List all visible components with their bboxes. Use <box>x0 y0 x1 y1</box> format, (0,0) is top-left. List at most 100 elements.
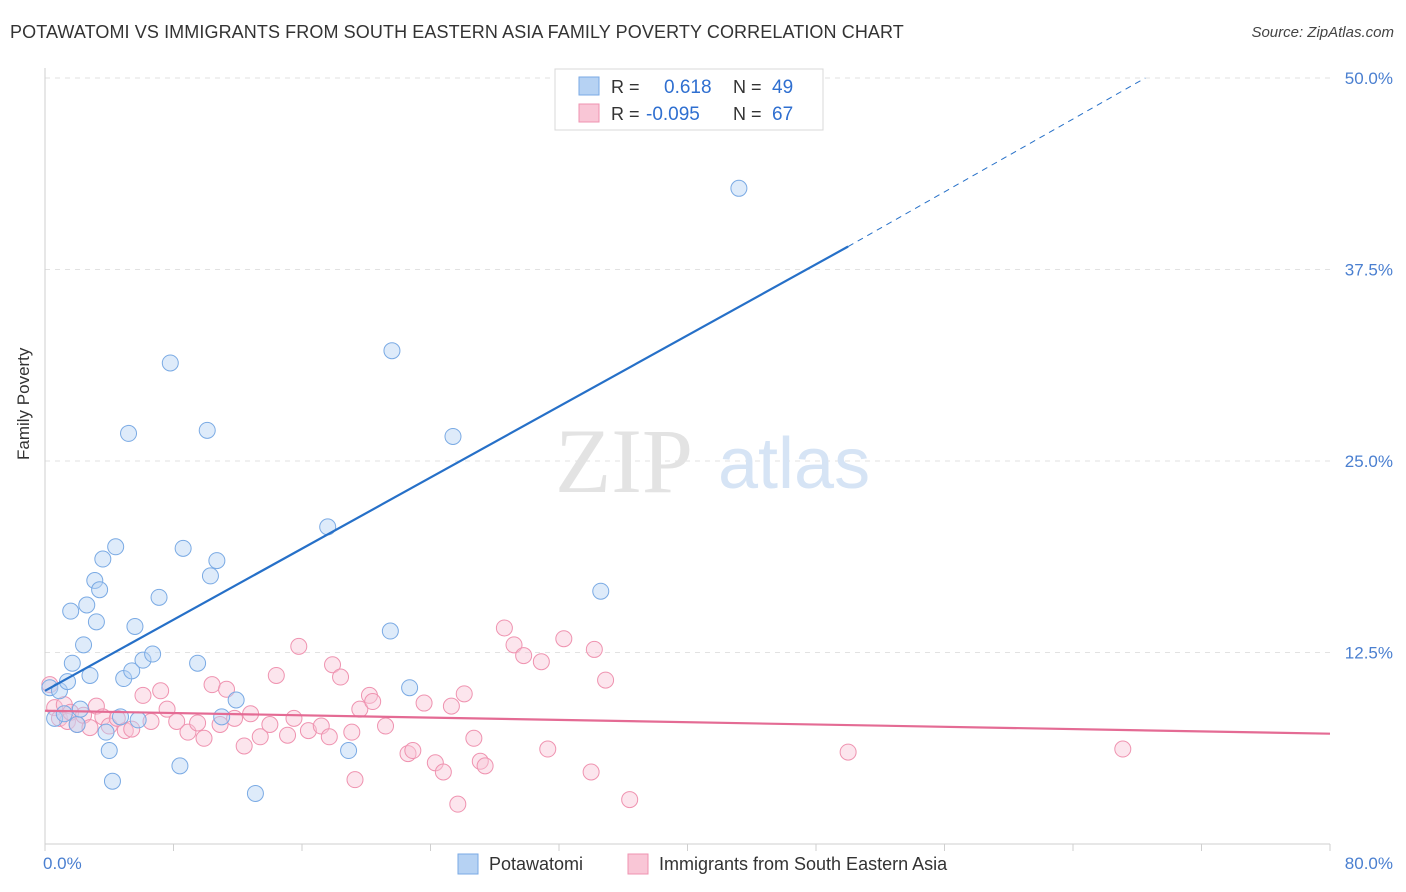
potawatomi-point <box>55 705 73 723</box>
potawatomi-point <box>91 581 109 599</box>
immigrants-point <box>346 771 364 789</box>
potawatomi-point <box>62 602 80 620</box>
immigrants-point <box>415 694 433 712</box>
potawatomi-point <box>100 742 118 760</box>
immigrants-point <box>261 716 279 734</box>
immigrants-point <box>267 666 285 684</box>
immigrants-point <box>235 737 253 755</box>
potawatomi-point <box>71 700 89 718</box>
immigrants-point <box>455 685 473 703</box>
potawatomi-point <box>171 757 189 775</box>
potawatomi-point <box>63 654 81 672</box>
y-tick-label: 37.5% <box>1345 261 1393 280</box>
immigrants-point <box>449 795 467 813</box>
potawatomi-point <box>381 622 399 640</box>
immigrants-point <box>195 729 213 747</box>
axes <box>44 68 1331 851</box>
blue-series-points <box>41 69 748 802</box>
potawatomi-point <box>123 662 141 680</box>
potawatomi-point <box>201 567 219 585</box>
immigrants-point <box>203 676 221 694</box>
immigrants-point <box>299 722 317 740</box>
legend-swatch-immigrants <box>627 853 649 875</box>
immigrants-point <box>621 791 639 809</box>
immigrants-point <box>555 630 573 648</box>
legend-swatch-potawatomi <box>457 853 479 875</box>
potawatomi-point <box>94 550 112 568</box>
immigrants-point <box>471 752 489 770</box>
legend-label-potawatomi: Potawatomi <box>489 854 583 874</box>
watermark-atlas: atlas <box>718 424 870 504</box>
x-tick-labels: 0.0% 80.0% <box>43 854 1393 873</box>
potawatomi-point <box>81 666 99 684</box>
potawatomi-point <box>97 723 115 741</box>
trend-lines <box>44 77 1331 735</box>
immigrants-point <box>81 719 99 737</box>
y-tick-labels: 12.5% 25.0% 37.5% 50.0% <box>1345 69 1393 663</box>
immigrants-point <box>582 763 600 781</box>
x-tick-label-min: 0.0% <box>43 854 82 873</box>
potawatomi-point <box>198 421 216 439</box>
immigrants-point <box>585 640 603 658</box>
immigrants-point <box>189 714 207 732</box>
watermark: ZIP atlas <box>555 410 870 512</box>
legend-item-potawatomi[interactable]: Potawatomi <box>457 853 583 875</box>
potawatomi-point <box>120 424 138 442</box>
potawatomi-point <box>227 691 245 709</box>
stats-n-value-blue: 49 <box>772 77 793 98</box>
potawatomi-point <box>246 784 264 802</box>
immigrants-point <box>364 693 382 711</box>
immigrants-point <box>476 757 494 775</box>
immigrants-point <box>332 668 350 686</box>
y-tick-label: 50.0% <box>1345 69 1393 88</box>
immigrants-point <box>505 636 523 654</box>
potawatomi-point <box>383 342 401 360</box>
stats-swatch-pink <box>578 103 600 123</box>
stats-n-label-blue: N = <box>733 77 762 97</box>
immigrants-point <box>465 729 483 747</box>
potawatomi-trend-extension <box>847 77 1146 247</box>
bottom-legend: Potawatomi Immigrants from South Eastern… <box>457 853 948 875</box>
immigrants-point <box>1114 740 1132 758</box>
stats-legend-box <box>554 68 824 131</box>
immigrants-point <box>123 720 141 738</box>
stats-r-label-blue: R = <box>611 77 640 97</box>
immigrants-point <box>290 637 308 655</box>
potawatomi-point <box>129 711 147 729</box>
potawatomi-point <box>208 552 226 570</box>
stats-legend: R = 0.618 N = 49 R = -0.095 N = 67 <box>554 68 824 131</box>
immigrants-point <box>343 723 361 741</box>
potawatomi-point <box>189 654 207 672</box>
potawatomi-point <box>174 539 192 557</box>
potawatomi-point <box>86 571 104 589</box>
potawatomi-point <box>150 588 168 606</box>
immigrants-point <box>532 653 550 671</box>
immigrants-point <box>442 697 460 715</box>
stats-r-value-pink: -0.095 <box>646 104 700 125</box>
potawatomi-point <box>592 582 610 600</box>
immigrants-point <box>251 728 269 746</box>
potawatomi-point <box>134 651 152 669</box>
chart-source: Source: ZipAtlas.com <box>1251 24 1394 41</box>
legend-item-immigrants[interactable]: Immigrants from South Eastern Asia <box>627 853 948 875</box>
potawatomi-point <box>401 679 419 697</box>
potawatomi-point <box>444 427 462 445</box>
potawatomi-point <box>87 613 105 631</box>
immigrants-point <box>399 745 417 763</box>
stats-r-value-blue: 0.618 <box>664 77 712 98</box>
x-tick-label-max: 80.0% <box>1345 854 1393 873</box>
gridlines <box>45 77 1330 653</box>
y-tick-label: 12.5% <box>1345 644 1393 663</box>
immigrants-point <box>434 763 452 781</box>
stats-r-label-pink: R = <box>611 104 640 124</box>
watermark-zip: ZIP <box>555 410 693 512</box>
potawatomi-point <box>78 596 96 614</box>
immigrants-point <box>218 680 236 698</box>
potawatomi-point <box>75 636 93 654</box>
potawatomi-point <box>107 538 125 556</box>
legend-label-immigrants: Immigrants from South Eastern Asia <box>659 854 948 874</box>
potawatomi-point <box>161 354 179 372</box>
stats-swatch-blue <box>578 76 600 96</box>
immigrants-point <box>320 728 338 746</box>
pink-series-points <box>41 619 1132 813</box>
